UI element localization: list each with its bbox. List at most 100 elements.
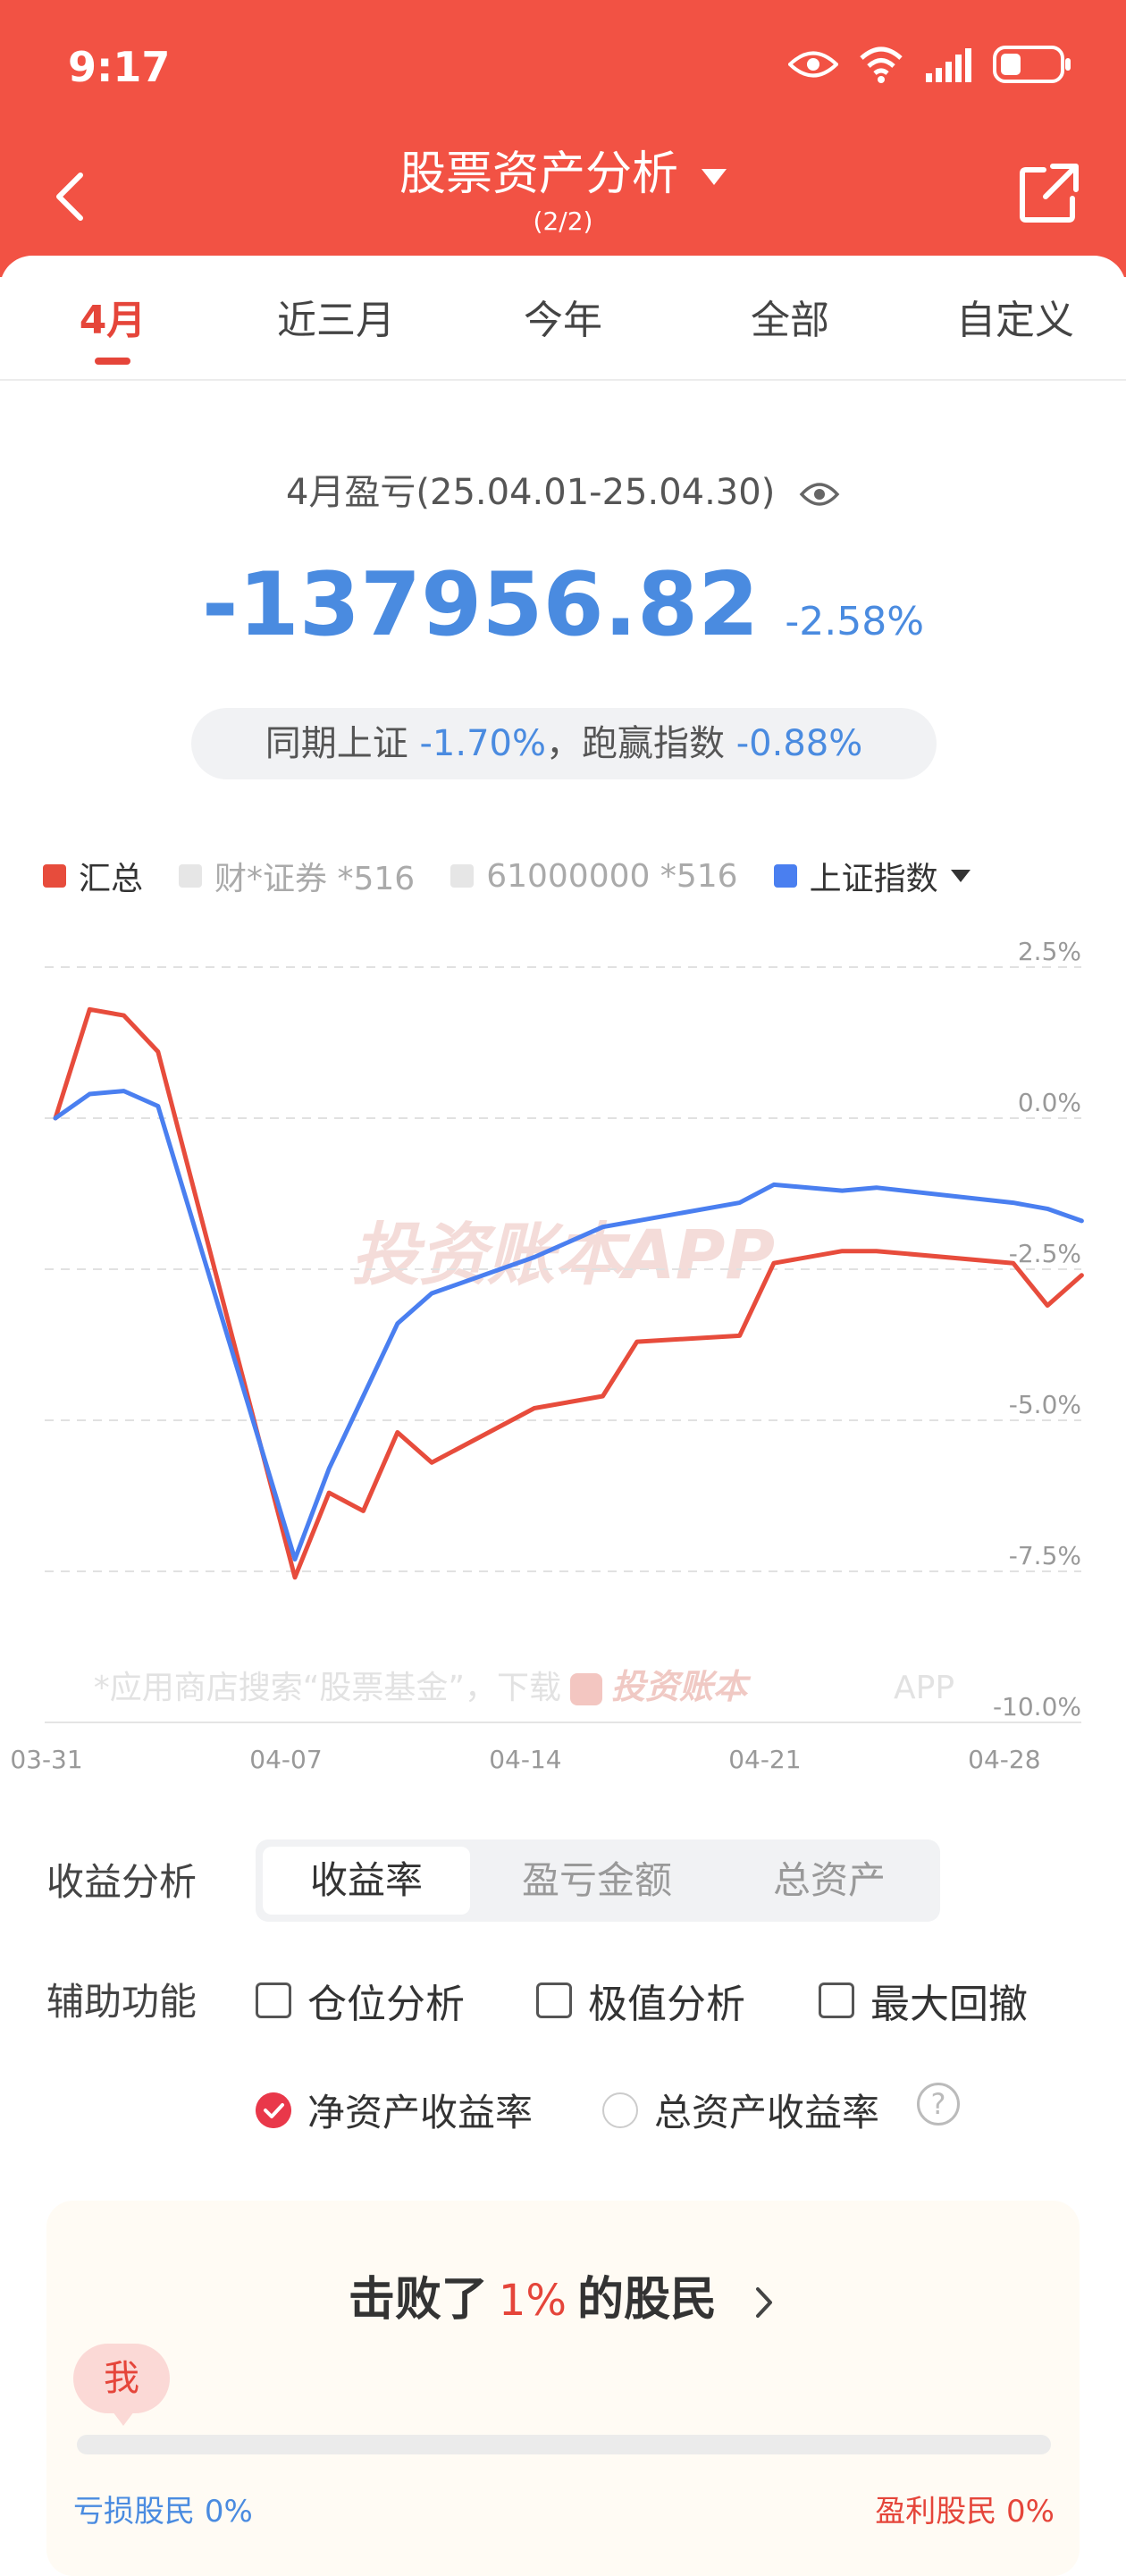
aux-label: 辅助功能 bbox=[46, 1980, 197, 2024]
x-tick-label: 03-31 bbox=[10, 1745, 82, 1774]
chart-footer-brand: 投资账本 bbox=[611, 1667, 752, 1706]
win-label: 盈利股民 bbox=[875, 2494, 997, 2530]
compare-sh-value: -1.70% bbox=[419, 723, 546, 764]
checkbox-box bbox=[819, 1983, 854, 2018]
status-icons bbox=[788, 45, 1072, 84]
eye-icon bbox=[788, 51, 838, 78]
legend-label: 上证指数 bbox=[809, 861, 938, 897]
y-tick-label: 2.5% bbox=[1018, 937, 1081, 966]
signal-icon bbox=[926, 48, 971, 82]
chart-footer-app: APP bbox=[894, 1670, 954, 1706]
help-icon[interactable]: ? bbox=[917, 2083, 960, 2126]
position-analysis-checkbox[interactable]: 仓位分析 bbox=[256, 1972, 465, 2029]
chart-footer-note: *应用商店搜索“股票基金”，下载 bbox=[94, 1670, 561, 1706]
radio-label: 总资产收益率 bbox=[654, 2091, 880, 2134]
index-comparison: 同期上证 -1.70%，跑赢指数 -0.88% bbox=[191, 708, 937, 779]
tab-label: 自定义 bbox=[956, 298, 1074, 343]
checkbox-box bbox=[536, 1983, 572, 2018]
legend-item-total[interactable]: 汇总 bbox=[43, 853, 143, 899]
tab-label: 全部 bbox=[751, 298, 829, 343]
eye-toggle-icon[interactable] bbox=[799, 480, 840, 509]
y-tick-label: -10.0% bbox=[993, 1692, 1081, 1722]
legend-item-shanghai-index[interactable]: 上证指数 bbox=[773, 853, 971, 899]
total-asset-return-radio[interactable]: 总资产收益率 bbox=[602, 2083, 879, 2137]
chart-watermark: 投资账本APP bbox=[351, 1215, 775, 1294]
segment-total-assets[interactable]: 总资产 bbox=[772, 1858, 886, 1902]
legend-swatch bbox=[450, 864, 475, 888]
beat-percent: 1% bbox=[498, 2276, 567, 2326]
profit-amount: -137956.82 bbox=[201, 554, 760, 656]
radio-label: 净资产收益率 bbox=[307, 2091, 534, 2134]
ranking-bar bbox=[77, 2435, 1051, 2454]
compare-beat-value: -0.88% bbox=[735, 723, 863, 764]
period-tabs: 4月 近三月 今年 全部 自定义 bbox=[0, 256, 1126, 381]
y-tick-label: -2.5% bbox=[1009, 1239, 1081, 1268]
win-value: 0% bbox=[1006, 2494, 1055, 2530]
net-asset-return-radio[interactable]: 净资产收益率 bbox=[256, 2083, 533, 2137]
checkbox-label: 最大回撤 bbox=[870, 1982, 1028, 2027]
back-arrow-icon[interactable] bbox=[36, 161, 107, 232]
period-label: 4月盈亏(25.04.01-25.04.30) bbox=[0, 463, 1126, 515]
lose-value: 0% bbox=[204, 2494, 253, 2530]
compare-mid: ，跑赢指数 bbox=[546, 723, 725, 764]
status-time: 9:17 bbox=[68, 43, 171, 91]
legend-label: 61000000 *516 bbox=[486, 857, 738, 895]
status-bar: 9:17 bbox=[0, 0, 1126, 134]
share-icon[interactable] bbox=[1012, 156, 1087, 231]
page-indicator: (2/2) bbox=[533, 206, 593, 236]
battery-icon bbox=[993, 46, 1071, 83]
chevron-right-icon bbox=[756, 2287, 773, 2318]
x-tick-label: 04-07 bbox=[249, 1745, 322, 1774]
max-drawdown-checkbox[interactable]: 最大回撤 bbox=[819, 1972, 1028, 2029]
title-dropdown[interactable]: 股票资产分析 (2/2) bbox=[0, 134, 1126, 238]
compare-prefix: 同期上证 bbox=[265, 723, 408, 764]
series-line-total bbox=[53, 1006, 1084, 1580]
beat-headline: 击败了 1% 的股民 bbox=[46, 2261, 1080, 2328]
legend-label: 汇总 bbox=[79, 861, 144, 897]
checkbox-label: 仓位分析 bbox=[307, 1982, 465, 2027]
radio-checked-icon bbox=[256, 2092, 291, 2128]
ranking-card[interactable]: 击败了 1% 的股民 我 亏损股民 0% 盈利股民 0% bbox=[46, 2201, 1080, 2576]
series-line-shanghai-index bbox=[53, 1089, 1084, 1562]
y-tick-label: 0.0% bbox=[1018, 1088, 1081, 1117]
y-tick-label: -5.0% bbox=[1009, 1390, 1081, 1419]
return-chart[interactable]: 投资账本APP2.5%0.0%-2.5%-5.0%-7.5%-10.0%*应用商… bbox=[0, 921, 1126, 1797]
header-bar: 9:17 bbox=[0, 0, 1126, 277]
tab-three-months[interactable]: 近三月 bbox=[247, 288, 425, 345]
tab-custom[interactable]: 自定义 bbox=[926, 288, 1105, 345]
profit-percent: -2.58% bbox=[785, 599, 925, 644]
checkbox-label: 极值分析 bbox=[588, 1982, 745, 2027]
beat-prefix: 击败了 bbox=[348, 2273, 488, 2327]
x-tick-label: 04-21 bbox=[728, 1745, 801, 1774]
legend-label: 财*证券 *516 bbox=[214, 861, 416, 897]
tab-this-year[interactable]: 今年 bbox=[474, 288, 652, 345]
page-title: 股票资产分析 bbox=[399, 147, 678, 201]
chevron-down-icon bbox=[702, 169, 727, 185]
losing-investors: 亏损股民 0% bbox=[73, 2487, 253, 2530]
tab-all[interactable]: 全部 bbox=[701, 288, 879, 345]
chevron-down-icon bbox=[950, 870, 971, 882]
tab-label: 4月 bbox=[79, 298, 147, 343]
radio-unchecked-icon bbox=[602, 2092, 638, 2128]
segment-profit-amount[interactable]: 盈亏金额 bbox=[521, 1858, 672, 1902]
tab-label: 近三月 bbox=[277, 298, 395, 343]
segment-return-rate[interactable]: 收益率 bbox=[263, 1847, 470, 1915]
extreme-analysis-checkbox[interactable]: 极值分析 bbox=[536, 1972, 745, 2029]
legend-item-account1[interactable]: 财*证券 *516 bbox=[179, 853, 415, 899]
checkbox-box bbox=[256, 1983, 291, 2018]
legend-swatch bbox=[179, 864, 203, 888]
legend-swatch bbox=[773, 864, 797, 888]
tab-indicator bbox=[95, 358, 130, 365]
nav-bar: 股票资产分析 (2/2) bbox=[0, 134, 1126, 259]
y-tick-label: -7.5% bbox=[1009, 1541, 1081, 1570]
winning-investors: 盈利股民 0% bbox=[875, 2487, 1055, 2530]
tab-april[interactable]: 4月 bbox=[23, 288, 202, 365]
x-tick-label: 04-28 bbox=[968, 1745, 1040, 1774]
tab-label: 今年 bbox=[524, 298, 602, 343]
lose-label: 亏损股民 bbox=[73, 2494, 195, 2530]
legend-swatch bbox=[43, 864, 66, 888]
analysis-label: 收益分析 bbox=[46, 1860, 197, 1904]
legend-item-account2[interactable]: 61000000 *516 bbox=[450, 857, 738, 895]
chart-legend: 汇总 财*证券 *516 61000000 *516 上证指数 bbox=[43, 854, 1006, 898]
app-logo-icon bbox=[570, 1673, 602, 1705]
